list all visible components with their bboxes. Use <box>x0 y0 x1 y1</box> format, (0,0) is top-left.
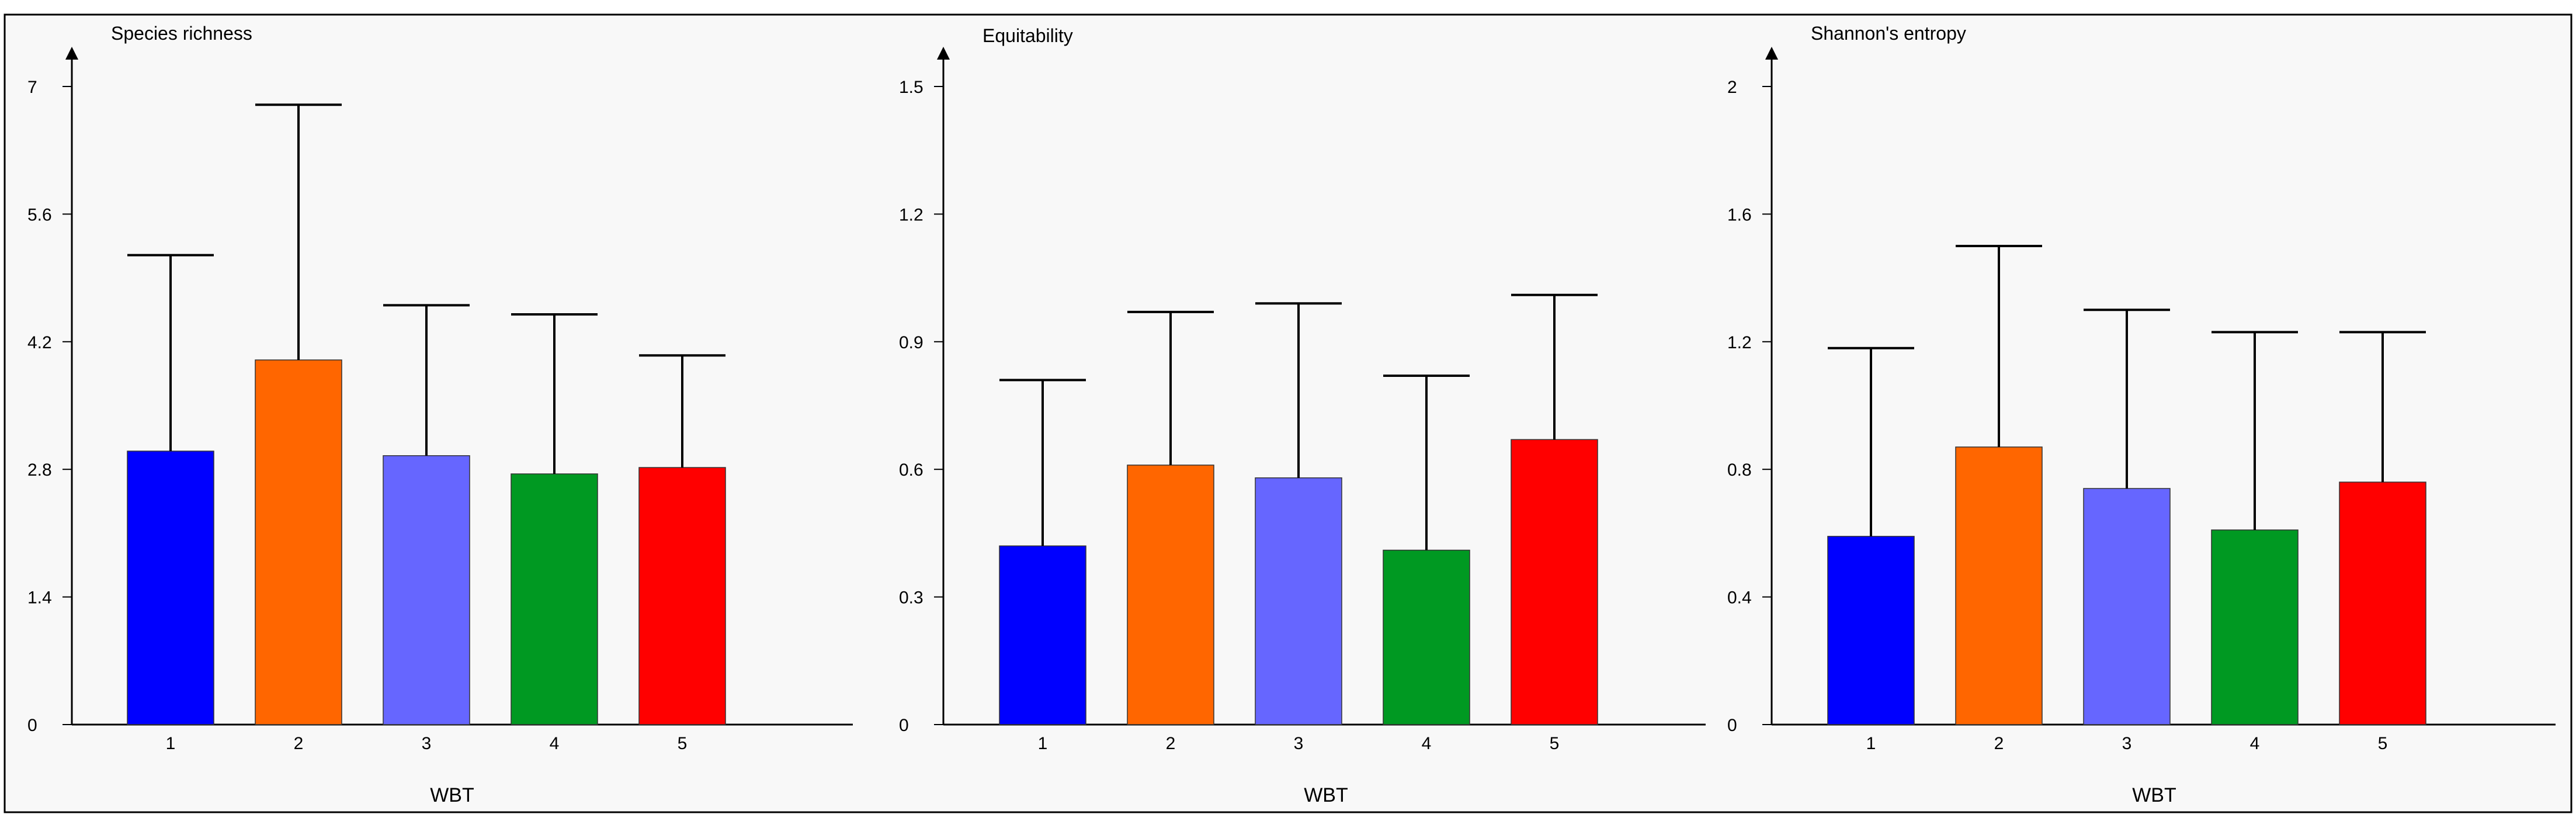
y-tick-label: 0.4 <box>1727 588 1752 608</box>
y-tick-label: 1.6 <box>1727 205 1752 224</box>
bars <box>127 103 726 725</box>
y-tick-label: 7 <box>27 78 37 97</box>
bar-5 <box>2339 481 2426 725</box>
y-tick-label: 0.3 <box>899 588 924 608</box>
y-tick-label: 1.2 <box>1727 333 1752 352</box>
bar-3 <box>1255 477 1342 725</box>
panel-species-richness: Species richness WBT 0 1.4 2.8 4.2 5.6 7 1 2 3 4… <box>27 23 853 806</box>
x-ticks: 1 2 3 4 5 <box>166 734 688 753</box>
panel-title: Equitability <box>983 25 1073 46</box>
y-axis-arrow <box>1765 47 1778 60</box>
y-tick-label: 1.5 <box>899 78 924 97</box>
x-tick-label: 2 <box>1166 734 1176 753</box>
x-tick-label: 1 <box>1038 734 1048 753</box>
x-ticks: 1 2 3 4 5 <box>1038 734 1560 753</box>
y-tick-label: 0.6 <box>899 460 924 480</box>
x-axis-label: WBT <box>1304 784 1348 806</box>
y-tick-label: 1.4 <box>27 588 52 608</box>
y-axis-arrow <box>65 47 78 60</box>
x-tick-label: 5 <box>1550 734 1560 753</box>
panel-shannons-entropy: Shannon's entropy WBT 0 0.4 0.8 1.2 1.6 2 1 2 3… <box>1727 23 2556 806</box>
y-tick-label: 0 <box>899 716 909 735</box>
y-tick-label: 0.9 <box>899 333 924 352</box>
bar-3 <box>2083 488 2171 725</box>
x-tick-label: 2 <box>294 734 304 753</box>
y-tick-label: 4.2 <box>27 333 52 352</box>
panel-equitability: Equitability WBT 0 0.3 0.6 0.9 1.2 1.5 1 2 3 4 5 <box>899 25 1706 806</box>
x-axis-label: WBT <box>2132 784 2176 806</box>
x-tick-label: 3 <box>422 734 432 753</box>
y-tick-label: 0 <box>1727 716 1737 735</box>
bar-3 <box>383 455 470 725</box>
x-axis-label: WBT <box>430 784 474 806</box>
x-tick-label: 3 <box>2122 734 2132 753</box>
x-tick-label: 2 <box>1994 734 2004 753</box>
bar-4 <box>511 473 598 725</box>
bar-4 <box>2211 529 2299 725</box>
bar-2 <box>1955 446 2043 725</box>
panel-title: Shannon's entropy <box>1811 23 1966 44</box>
x-tick-label: 4 <box>2250 734 2260 753</box>
y-tick-label: 1.2 <box>899 205 924 224</box>
x-tick-label: 3 <box>1294 734 1304 753</box>
bar-4 <box>1383 549 1470 725</box>
panel-title: Species richness <box>111 23 252 44</box>
bars <box>1827 245 2426 725</box>
y-tick-label: 2.8 <box>27 460 52 480</box>
bar-2 <box>1127 465 1214 725</box>
bar-5 <box>638 467 726 725</box>
y-tick-label: 0 <box>27 716 37 735</box>
y-axis-arrow <box>937 47 950 60</box>
y-tick-label: 0.8 <box>1727 460 1752 480</box>
x-tick-label: 1 <box>1866 734 1876 753</box>
x-ticks: 1 2 3 4 5 <box>1866 734 2388 753</box>
x-tick-label: 4 <box>550 734 560 753</box>
x-tick-label: 5 <box>678 734 688 753</box>
y-tick-label: 5.6 <box>27 205 52 224</box>
bars <box>999 293 1598 725</box>
bar-1 <box>999 545 1086 725</box>
bar-2 <box>255 359 342 725</box>
x-tick-label: 5 <box>2378 734 2388 753</box>
bar-1 <box>1827 536 1915 725</box>
bar-5 <box>1511 439 1598 725</box>
y-tick-label: 2 <box>1727 78 1737 97</box>
bar-1 <box>127 451 214 725</box>
x-tick-label: 4 <box>1422 734 1432 753</box>
x-tick-label: 1 <box>166 734 176 753</box>
